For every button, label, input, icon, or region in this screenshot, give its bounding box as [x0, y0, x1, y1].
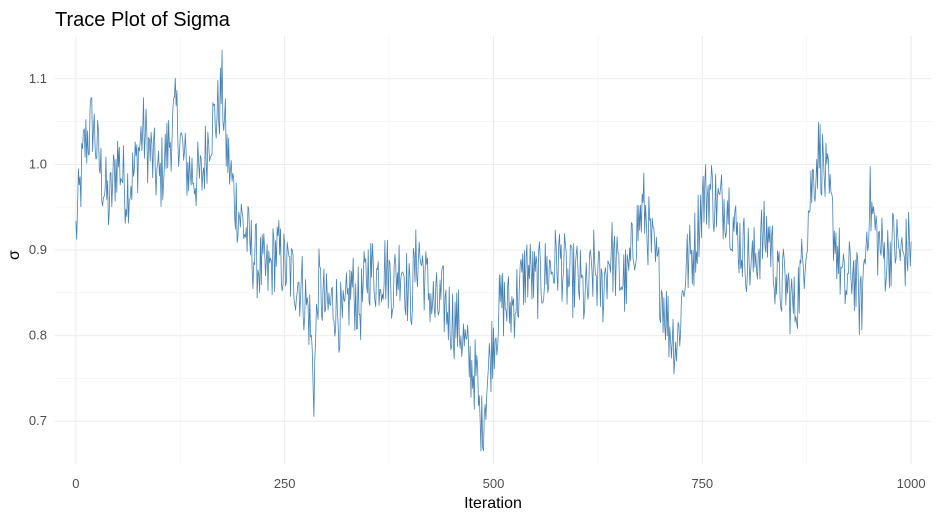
y-tick-label: 1.0 [29, 156, 47, 171]
axis-layer: 0 250 500 750 1000 0.7 0.8 0.9 1.0 1.1 [29, 71, 926, 491]
y-axis-title: σ [6, 250, 23, 260]
chart-title: Trace Plot of Sigma [55, 9, 231, 31]
y-tick-label: 0.9 [29, 242, 47, 257]
x-tick-label: 1000 [897, 476, 926, 491]
x-tick-label: 0 [72, 476, 79, 491]
x-tick-label: 500 [483, 476, 505, 491]
x-tick-label: 250 [274, 476, 296, 491]
x-tick-label: 750 [691, 476, 713, 491]
x-axis-title: Iteration [464, 495, 522, 512]
y-tick-label: 0.7 [29, 413, 47, 428]
sigma-trace-line [75, 49, 912, 452]
line-layer [75, 49, 912, 452]
y-tick-label: 0.8 [29, 328, 47, 343]
y-tick-label: 1.1 [29, 71, 47, 86]
grid-layer [55, 36, 932, 464]
